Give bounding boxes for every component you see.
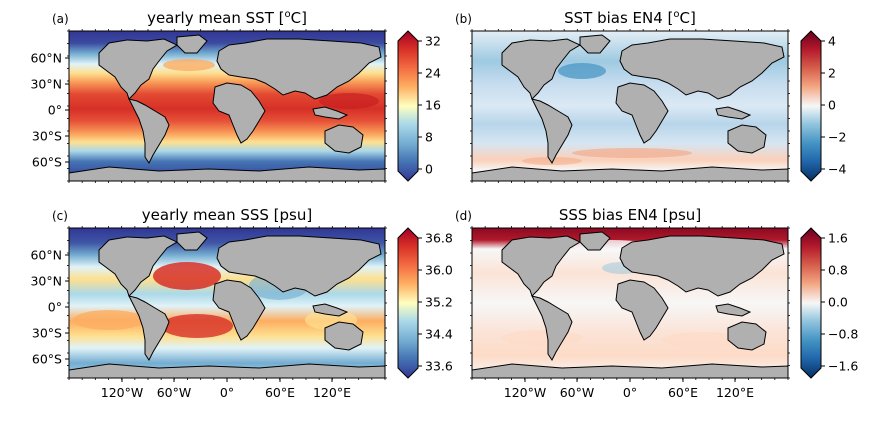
panel-title: yearly mean SSS [psu]	[142, 206, 312, 224]
colorbar-tick-label: −2	[828, 130, 846, 145]
x-tick-label: 120°E	[313, 385, 351, 400]
regional-features	[163, 59, 379, 109]
colorbar-bar	[397, 30, 419, 182]
field-patch	[502, 330, 582, 346]
x-tick-label: 0°	[220, 385, 234, 400]
colorbar-tick-label: −1.6	[828, 359, 858, 374]
field-patch	[572, 148, 692, 158]
x-tick-label: 60°E	[265, 385, 295, 400]
colorbar-tick-label: 1.6	[828, 231, 848, 246]
y-tick-label: 30°S	[32, 129, 62, 144]
colorbar-tick-label: −4	[828, 162, 846, 177]
colorbar-bar	[800, 227, 822, 379]
panel-label: (b)	[455, 12, 472, 26]
map-panel-3: (c) yearly mean SSS [psu] 60°N 30°N 0° 30°S 60…	[30, 206, 452, 400]
colorbar-tick-label: 32	[425, 34, 441, 49]
field-patch	[319, 93, 379, 109]
y-tick-label: 30°N	[30, 274, 62, 289]
y-tick-label: 0°	[48, 103, 62, 118]
colorbar-tick-label: 0	[425, 162, 433, 177]
colorbar-tick-label: 8	[425, 130, 433, 145]
y-tick-label: 0°	[48, 300, 62, 315]
panel-label: (a)	[52, 12, 69, 26]
y-tick-label: 30°S	[32, 326, 62, 341]
colorbar-tick-label: −0.8	[828, 327, 858, 342]
map-panel-2: (b) SST bias EN4 [oC] 4 2 0 −2 −4	[455, 9, 846, 183]
panel-label: (d)	[455, 209, 472, 223]
colorbar: 1.6 0.8 0.0 −0.8 −1.6	[800, 227, 858, 379]
x-tick-label: 120°W	[504, 385, 546, 400]
panel-title: SSS bias EN4 [psu]	[559, 206, 701, 224]
colorbar-tick-label: 4	[828, 34, 836, 49]
colorbar-tick-label: 36.8	[425, 231, 453, 246]
colorbar-tick-label: 0	[828, 98, 836, 113]
colorbar: 32 24 16 8 0	[397, 30, 441, 182]
field-patch	[558, 63, 606, 79]
map-panel-1: (a) yearly mean SST [oC] 60°N 30°N 0° 30°S 60°…	[30, 9, 441, 183]
colorbar-tick-label: 24	[425, 66, 441, 81]
field-patch	[163, 59, 215, 71]
colorbar-bar	[800, 30, 822, 182]
colorbar-tick-label: 34.4	[425, 327, 453, 342]
field-patch	[161, 314, 233, 338]
colorbar-tick-label: 35.2	[425, 295, 453, 310]
field-patch	[662, 332, 742, 348]
x-tick-label: 60°W	[560, 385, 595, 400]
colorbar-tick-label: 16	[425, 98, 441, 113]
panel-title: yearly mean SST [oC]	[147, 9, 307, 27]
colorbar: 36.8 36.0 35.2 34.4 33.6	[397, 227, 453, 379]
field-patch	[73, 310, 145, 330]
panel-label: (c)	[52, 209, 68, 223]
field-patch	[153, 262, 221, 290]
y-tick-label: 60°S	[32, 352, 62, 367]
x-tick-label: 60°E	[668, 385, 698, 400]
colorbar: 4 2 0 −2 −4	[800, 30, 846, 182]
panel-title: SST bias EN4 [oC]	[564, 9, 696, 27]
y-tick-label: 60°N	[30, 248, 62, 263]
colorbar-tick-label: 2	[828, 66, 836, 81]
map-panel-4: (d) SSS bias EN4 [psu] 120°W 60°W 0° 60°E 120°…	[455, 206, 858, 400]
y-tick-label: 60°S	[32, 155, 62, 170]
y-tick-label: 60°N	[30, 51, 62, 66]
y-tick-label: 30°N	[30, 77, 62, 92]
colorbar-bar	[397, 227, 419, 379]
x-tick-label: 60°W	[157, 385, 192, 400]
colorbar-tick-label: 0.0	[828, 295, 848, 310]
x-tick-label: 120°E	[716, 385, 754, 400]
colorbar-tick-label: 0.8	[828, 263, 848, 278]
x-tick-label: 0°	[623, 385, 637, 400]
colorbar-tick-label: 36.0	[425, 263, 453, 278]
colorbar-tick-label: 33.6	[425, 359, 453, 374]
x-tick-label: 120°W	[101, 385, 143, 400]
